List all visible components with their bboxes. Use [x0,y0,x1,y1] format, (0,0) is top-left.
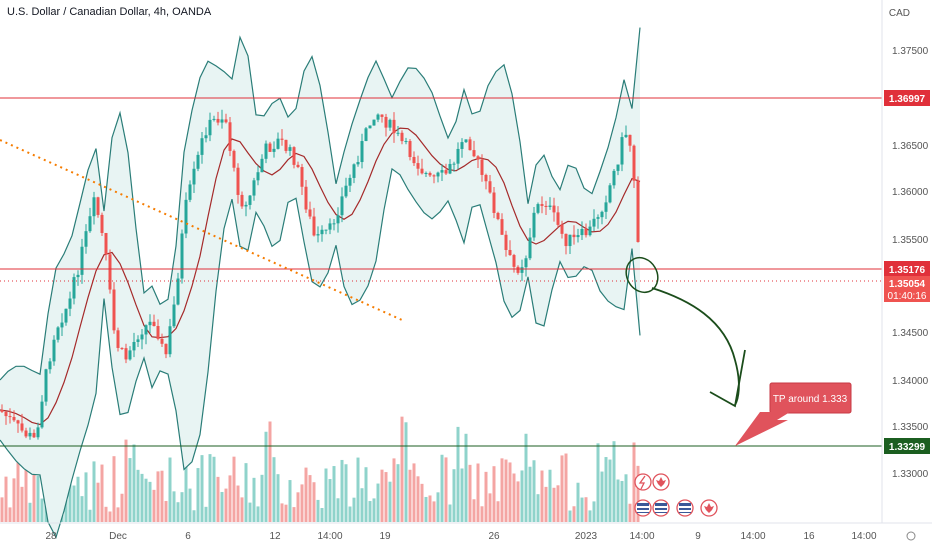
last-price-text: 1.35054 [889,279,926,290]
time-tick: 19 [379,531,391,542]
currency-label: CAD [888,8,910,19]
resistance-price-text: 1.36997 [889,94,926,105]
countdown-text: 01:40:16 [888,291,927,302]
price-tick: 1.34500 [892,328,929,339]
event-icons[interactable] [634,473,718,517]
tp-callout[interactable]: TP around 1.333 [735,382,852,446]
tp-callout-text: TP around 1.333 [773,394,848,405]
price-tick: 1.34000 [892,376,929,387]
target-price-label [884,438,930,454]
price-tick: 1.33000 [892,469,929,480]
time-tick: 26 [488,531,500,542]
time-tick: 28 [45,531,57,542]
price-tick: 1.36000 [892,187,929,198]
price-axis[interactable]: 1.37500 1.36500 1.36000 1.35500 1.34500 … [881,0,930,523]
bollinger-lower-line [0,167,641,539]
time-tick: 16 [803,531,815,542]
time-tick: 9 [695,531,701,542]
time-tick: 14:00 [851,531,876,542]
arrow-head [709,349,746,408]
bollinger-band-fill [0,27,640,538]
price-tick: 1.37500 [892,46,929,57]
resistance-price-label [884,90,930,106]
price-tick: 1.36500 [892,141,929,152]
price-tick: 1.35500 [892,235,929,246]
settings-icon[interactable] [906,531,916,541]
time-tick: 14:00 [317,531,342,542]
time-axis[interactable]: 28 Dec 6 12 14:00 19 26 2023 14:00 9 14:… [0,522,932,542]
descending-trendline[interactable] [0,139,403,321]
time-tick: 2023 [575,531,598,542]
price-tick: 1.33500 [892,422,929,433]
symbol-title: U.S. Dollar / Canadian Dollar, 4h, OANDA [7,6,212,18]
time-tick: Dec [109,531,127,542]
time-tick: 6 [185,531,191,542]
time-tick: 14:00 [740,531,765,542]
volume-bars [0,416,640,522]
lightning-icon[interactable] [634,473,652,491]
time-tick: 12 [269,531,281,542]
bollinger-upper-line [0,27,641,381]
target-price-text: 1.33299 [889,442,926,453]
hand-drawn-arrow[interactable] [651,287,740,406]
candlesticks [0,109,640,440]
last-price-label [884,276,930,302]
time-tick: 14:00 [629,531,654,542]
support-price-label [884,261,930,277]
support-price-text: 1.35176 [889,265,926,276]
breakout-circle[interactable] [620,252,664,298]
